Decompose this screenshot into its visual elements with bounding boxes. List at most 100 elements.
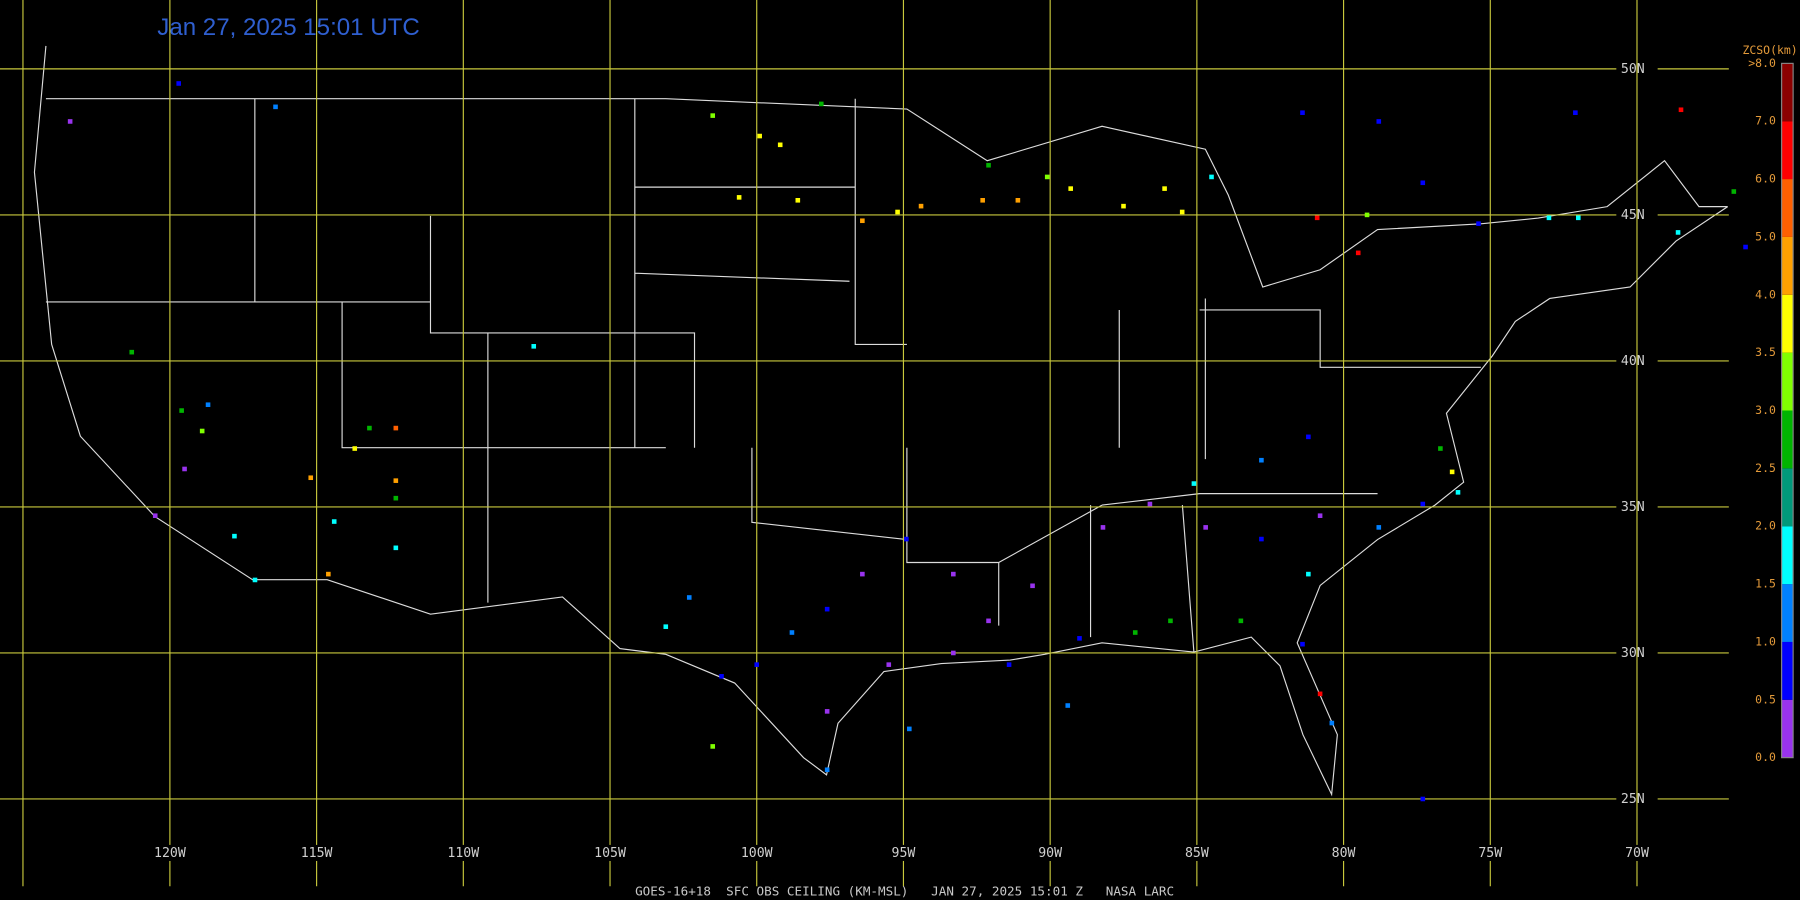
station-obs [1731, 189, 1737, 194]
station-obs [393, 495, 399, 501]
lat-label: 25N [1621, 792, 1645, 807]
station-obs [1065, 703, 1071, 708]
station-obs [205, 402, 211, 408]
colorbar-label: 2.0 [1755, 519, 1776, 533]
lon-label-bg [440, 844, 487, 861]
station-obs [1168, 618, 1173, 624]
lon-label: 115W [301, 846, 333, 861]
station-obs [824, 767, 830, 773]
station-obs [1162, 186, 1167, 191]
station-obs [1314, 215, 1320, 221]
colorbar-label: 3.5 [1755, 345, 1776, 359]
station-obs [886, 662, 892, 667]
colorbar-label: 0.0 [1755, 750, 1776, 764]
footer: GOES-16+18 SFC OBS CEILING (KM-MSL) JAN … [635, 883, 1174, 898]
station-obs [1306, 434, 1311, 440]
grid: 50N 45N 40N 35N 30N 25N 120W 115W 110W 105W 100W 95… [0, 0, 1729, 887]
station-obs [1006, 662, 1012, 667]
station-obs [1376, 525, 1382, 530]
station-obs [331, 519, 337, 524]
lon-label: 95W [892, 846, 916, 861]
station-obs [1191, 481, 1197, 486]
lat-label: 30N [1621, 646, 1645, 661]
station-obs [904, 536, 909, 542]
station-obs [789, 630, 795, 635]
station-obs [1300, 110, 1305, 115]
colorbar-label: 6.0 [1755, 172, 1776, 186]
lon-label-bg [1027, 844, 1074, 861]
colorbar-frame [1781, 62, 1794, 759]
station-obs [1476, 221, 1481, 226]
colorbar: 0.0 0.5 1.0 1.5 2.0 2.5 3.0 3.5 4.0 5.0 6.0 7.0 >8.0… [1742, 43, 1797, 764]
colorbar-segment [1781, 294, 1794, 353]
colorbar-segment [1781, 236, 1794, 295]
lon-label: 105W [594, 846, 626, 861]
station-obs [1030, 583, 1035, 589]
lon-label: 100W [741, 846, 773, 861]
colorbar-segment [1781, 468, 1794, 527]
station-obs [719, 674, 724, 679]
lon-label: 70W [1625, 846, 1649, 861]
station-obs [1259, 536, 1264, 542]
station-obs [199, 428, 205, 434]
colorbar-label: 7.0 [1755, 114, 1776, 128]
station-obs [686, 595, 692, 600]
colorbar-label: 1.5 [1755, 577, 1776, 591]
lat-label: 50N [1621, 62, 1645, 77]
station-obs [1449, 469, 1455, 475]
station-obs [1203, 525, 1208, 530]
station-obs [986, 618, 991, 624]
colorbar-label: 3.0 [1755, 403, 1776, 417]
colorbar-segment [1781, 63, 1794, 122]
lon-label-bg [587, 844, 633, 861]
station-obs [1678, 107, 1684, 113]
state-borders [45, 98, 1481, 653]
lon-label-bg [293, 844, 340, 861]
station-obs [757, 133, 762, 139]
station-obs [367, 425, 372, 431]
lon-label-bg [1173, 844, 1220, 861]
station-obs [1675, 230, 1681, 235]
lat-label: 35N [1621, 500, 1645, 515]
station-obs [1147, 501, 1153, 507]
station-obs [1420, 501, 1426, 507]
colorbar-segment [1781, 641, 1794, 700]
stations [67, 81, 1748, 802]
station-obs [1121, 203, 1126, 209]
station-obs [1364, 212, 1370, 218]
country-outline [33, 45, 1728, 797]
colorbar-segment [1781, 121, 1794, 180]
station-obs [176, 81, 181, 86]
station-obs [1355, 250, 1361, 256]
station-obs [918, 203, 924, 209]
station-obs [1306, 571, 1311, 577]
colorbar-label: 2.5 [1755, 461, 1776, 475]
station-obs [179, 408, 184, 413]
station-obs [951, 571, 956, 577]
station-obs [252, 577, 258, 583]
station-obs [182, 466, 187, 472]
station-obs [986, 162, 991, 168]
station-obs [1376, 119, 1382, 124]
colorbar-segment [1781, 179, 1794, 237]
station-obs [1455, 490, 1461, 495]
station-obs [1259, 457, 1264, 463]
station-obs [1044, 174, 1050, 180]
station-obs [129, 349, 135, 355]
station-obs [860, 571, 865, 577]
station-obs [907, 726, 912, 732]
station-obs [152, 513, 158, 518]
station-obs [1132, 630, 1138, 635]
lon-label: 80W [1332, 846, 1356, 861]
station-obs [1317, 513, 1323, 518]
lon-label: 90W [1038, 846, 1062, 861]
station-obs [1573, 110, 1578, 115]
station-obs [326, 571, 331, 577]
lon-label-bg [146, 844, 193, 861]
station-obs [980, 198, 985, 203]
canada-border [45, 98, 1728, 288]
colorbar-label: 1.0 [1755, 634, 1776, 648]
